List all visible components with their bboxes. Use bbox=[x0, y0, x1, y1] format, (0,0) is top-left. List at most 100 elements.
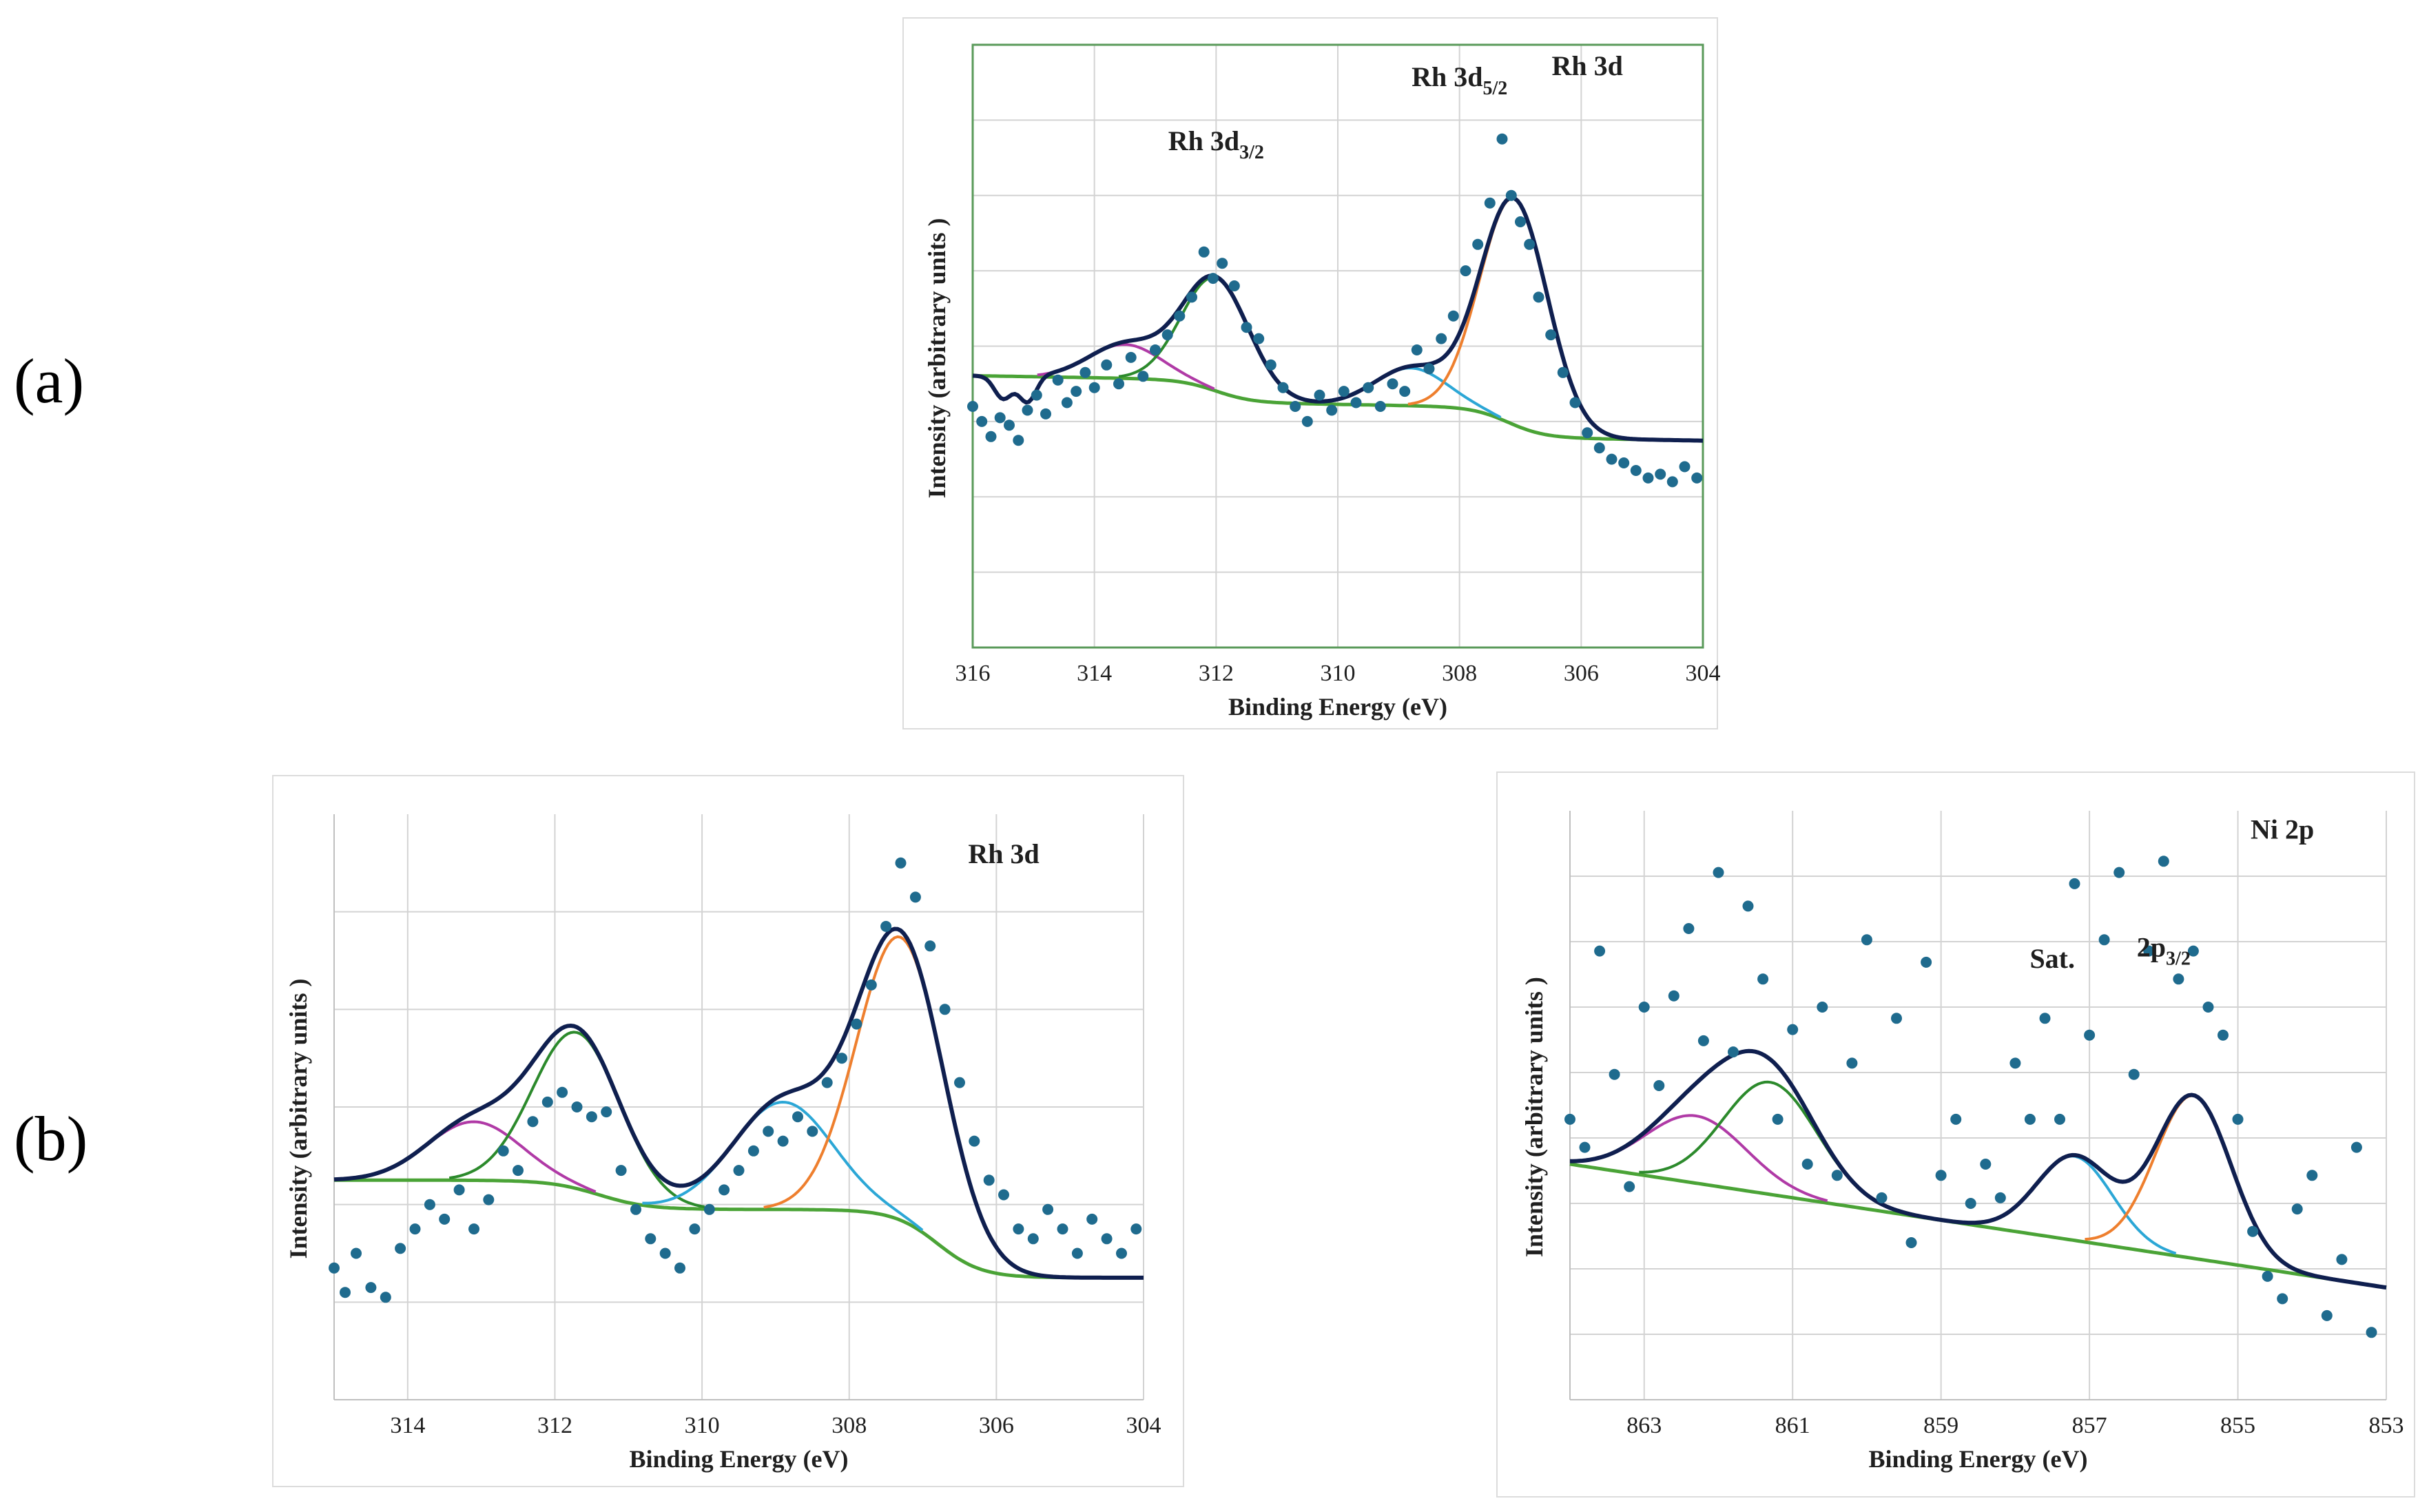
data-point bbox=[1042, 1203, 1054, 1215]
data-points bbox=[1564, 856, 2377, 1338]
envelope-fit-line bbox=[1570, 1048, 2387, 1290]
x-tick-label: 863 bbox=[1626, 1413, 1662, 1438]
data-point bbox=[1579, 1141, 1591, 1153]
x-tick-label: 314 bbox=[1077, 661, 1112, 686]
annotation-subscript: 5/2 bbox=[1482, 78, 1507, 99]
data-point bbox=[1569, 397, 1581, 408]
annotation-subscript: 3/2 bbox=[1239, 142, 1264, 163]
data-point bbox=[2291, 1203, 2303, 1215]
data-point bbox=[1728, 1046, 1739, 1058]
data-point bbox=[1505, 189, 1517, 201]
data-point bbox=[1387, 378, 1398, 390]
y-axis-title: Intensity (arbitrary units ) bbox=[1520, 977, 1548, 1257]
data-point bbox=[2084, 1029, 2096, 1041]
peak-label: Rh 3d5/2 bbox=[1412, 61, 1507, 99]
chart-title: Rh 3d bbox=[968, 838, 1039, 869]
data-point bbox=[1679, 461, 1691, 473]
x-tick-label: 859 bbox=[1923, 1413, 1958, 1438]
data-point bbox=[2009, 1057, 2021, 1069]
data-point bbox=[836, 1053, 847, 1064]
data-point bbox=[1618, 457, 1630, 468]
data-point bbox=[1137, 371, 1149, 382]
data-point bbox=[1593, 442, 1605, 454]
data-point bbox=[1174, 310, 1186, 322]
data-point bbox=[1186, 291, 1197, 303]
data-point bbox=[1086, 1213, 1098, 1225]
data-point bbox=[1411, 344, 1423, 355]
annotation-main: Ni 2p bbox=[2251, 814, 2314, 845]
y-axis-title: Intensity (arbitrary units ) bbox=[923, 218, 951, 499]
peak-label: 2p3/2 bbox=[2137, 932, 2191, 970]
data-point bbox=[924, 940, 936, 952]
data-point bbox=[1713, 867, 1724, 878]
data-point bbox=[1564, 1113, 1575, 1125]
chart-panel-b-rh: 314 312 310 308 306 304 Binding Energy (eV) Int… bbox=[272, 775, 1184, 1487]
data-point bbox=[1697, 1035, 1709, 1046]
data-point bbox=[1994, 1192, 2006, 1203]
data-point bbox=[983, 1174, 995, 1186]
data-point bbox=[2098, 934, 2110, 946]
envelope-fit-line bbox=[333, 926, 1144, 1280]
data-point bbox=[1484, 197, 1496, 209]
peak-label: Sat. bbox=[2029, 943, 2075, 974]
data-point bbox=[1228, 280, 1240, 291]
data-point bbox=[1265, 359, 1276, 371]
data-point bbox=[2187, 945, 2199, 957]
panel-label-a: (a) bbox=[14, 346, 85, 416]
x-axis-title: Binding Energy (eV) bbox=[1868, 1445, 2087, 1473]
x-tick-label: 306 bbox=[979, 1413, 1014, 1438]
data-point bbox=[439, 1213, 451, 1225]
data-point bbox=[1301, 415, 1313, 427]
chart-b-ni-svg: 863 861 859 857 855 853 Binding Energy (eV) Int… bbox=[1520, 811, 2404, 1473]
data-points bbox=[329, 857, 1142, 1303]
data-point bbox=[1921, 956, 1932, 968]
data-point bbox=[630, 1203, 641, 1215]
data-point bbox=[1638, 1002, 1650, 1013]
data-point bbox=[1079, 366, 1091, 378]
x-tick-label: 861 bbox=[1775, 1413, 1810, 1438]
data-point bbox=[1668, 990, 1679, 1002]
data-point bbox=[2336, 1254, 2348, 1265]
data-point bbox=[483, 1194, 495, 1205]
data-point bbox=[1101, 1233, 1113, 1245]
data-point bbox=[2350, 1141, 2362, 1153]
data-point bbox=[985, 431, 997, 442]
chart-b-rh-svg: 314 312 310 308 306 304 Binding Energy (eV) Int… bbox=[285, 814, 1161, 1473]
x-tick-label: 853 bbox=[2369, 1413, 2404, 1438]
data-point bbox=[1399, 386, 1411, 397]
data-point bbox=[1582, 427, 1593, 439]
data-point bbox=[1125, 351, 1137, 363]
plot-frame bbox=[971, 43, 1704, 649]
data-point bbox=[2247, 1225, 2259, 1237]
data-point bbox=[1772, 1113, 1784, 1125]
data-point bbox=[541, 1096, 553, 1108]
data-point bbox=[1683, 923, 1695, 934]
data-point bbox=[659, 1247, 671, 1259]
data-point bbox=[1241, 322, 1252, 333]
annotation-main: Sat. bbox=[2029, 943, 2075, 974]
data-point bbox=[2173, 973, 2184, 985]
data-point bbox=[1624, 1181, 1635, 1192]
data-point bbox=[1004, 420, 1015, 431]
data-point bbox=[1217, 258, 1228, 269]
data-point bbox=[2262, 1270, 2273, 1282]
data-point bbox=[1436, 333, 1447, 344]
annotation-main: 2p bbox=[2137, 932, 2166, 963]
gridlines bbox=[1570, 811, 2387, 1400]
x-tick-label: 316 bbox=[955, 661, 991, 686]
data-point bbox=[674, 1262, 685, 1274]
data-point bbox=[1027, 1233, 1039, 1245]
data-point bbox=[1594, 945, 1606, 957]
x-tick-label: 304 bbox=[1126, 1413, 1161, 1438]
annotation-main: Rh 3d bbox=[1551, 50, 1622, 81]
data-point bbox=[601, 1106, 612, 1118]
data-point bbox=[1338, 386, 1350, 397]
data-point bbox=[380, 1292, 391, 1303]
data-point bbox=[1447, 310, 1459, 322]
annotation-main: Rh 3d bbox=[1168, 125, 1239, 156]
data-point bbox=[719, 1184, 730, 1196]
data-point bbox=[777, 1135, 789, 1147]
x-tick-label: 857 bbox=[2072, 1413, 2107, 1438]
data-point bbox=[1980, 1159, 1992, 1170]
chart-a-svg: 316 314 312 310 308 306 304 Binding Energy (eV)… bbox=[923, 43, 1721, 721]
